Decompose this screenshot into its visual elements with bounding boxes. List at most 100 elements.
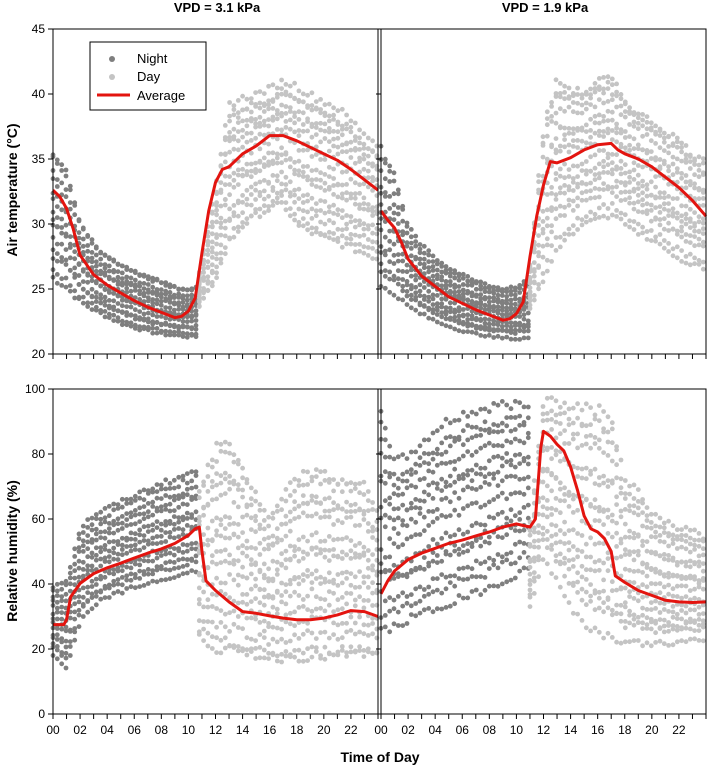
rh-left-night-point [85, 554, 91, 560]
temp-right-day-point [562, 144, 567, 150]
rh-right-night-point [387, 629, 393, 635]
rh-right-night-point [387, 471, 393, 476]
temp-left-day-point [318, 120, 323, 126]
temp-right-day-point [622, 135, 628, 140]
temp-left-day-point [352, 134, 358, 140]
rh-right-night-point [382, 469, 388, 475]
rh-right-day-point [631, 503, 637, 509]
rh-left-day-point [322, 576, 328, 582]
rh-right-day-point [627, 528, 632, 534]
rh-right-day-point [661, 617, 667, 623]
rh-left-day-point [248, 636, 254, 642]
temp-right-day-point [544, 122, 550, 128]
rh-right-night-point [478, 445, 484, 451]
rh-right-day-point [570, 510, 576, 515]
rh-right-night-point [517, 510, 523, 516]
rh-left-night-point [106, 530, 112, 536]
temp-left-night-point [124, 310, 130, 315]
temp-right-day-point [531, 260, 537, 265]
temp-right-day-point [687, 206, 693, 212]
rh-left-day-point [248, 515, 254, 521]
temp-left-day-point [257, 100, 263, 106]
rh-right-day-point [627, 483, 632, 489]
temp-left-day-point [331, 105, 336, 111]
rh-right-day-point [566, 600, 572, 605]
temp-right-night-point [469, 322, 475, 327]
temp-right-night-point [447, 282, 453, 288]
rh-right-night-point [426, 560, 432, 566]
temp-right-day-point [679, 171, 684, 176]
temp-left-night-point [72, 256, 78, 262]
temp-left-day-point [352, 120, 358, 126]
temp-left-day-point [296, 133, 302, 139]
temp-left-day-point [240, 199, 246, 205]
rh-right-night-point [443, 461, 449, 466]
rh-left-day-point [352, 620, 358, 626]
rh-left-day-point [305, 593, 310, 599]
rh-right-day-point [540, 557, 546, 562]
rh-right-day-point [631, 549, 637, 555]
temp-left-day-point [214, 189, 220, 195]
rh-right-night-point [473, 520, 479, 526]
temp-right-day-point [614, 139, 619, 145]
rh-left-day-point [222, 635, 228, 641]
temp-left-day-point [240, 93, 246, 99]
temp-left-day-point [305, 174, 310, 180]
temp-left-day-point [313, 132, 319, 138]
rh-left-day-point [257, 620, 263, 625]
rh-right-day-point [700, 618, 706, 624]
temp-left-day-point [257, 214, 263, 220]
rh-right-night-point [439, 536, 445, 541]
rh-left-day-point [227, 480, 233, 485]
rh-left-day-point [361, 479, 367, 485]
rh-left-night-point [128, 530, 134, 536]
temp-left-day-point [365, 245, 371, 250]
rh-right-night-point [434, 462, 440, 468]
rh-left-night-point [119, 582, 125, 588]
rh-right-day-point [648, 600, 654, 605]
rh-right-night-point [486, 566, 492, 571]
rh-right-day-point [614, 447, 619, 453]
rh-right-day-point [640, 538, 645, 544]
rh-right-day-point [553, 553, 559, 559]
temp-right-day-point [640, 133, 645, 139]
temp-right-day-point [596, 84, 602, 90]
rh-left-night-point [72, 616, 78, 622]
legend-day-marker [109, 74, 115, 80]
temp-left-night-point [102, 265, 108, 271]
temp-left-night-point [158, 291, 164, 297]
temp-right-day-point [687, 251, 693, 257]
rh-left-day-point [348, 591, 354, 596]
temp-left-day-point [209, 219, 215, 225]
temp-left-night-point [176, 324, 182, 329]
rh-left-day-point [309, 608, 315, 614]
temp-left-night-point [180, 334, 186, 339]
temp-right-night-point [460, 307, 466, 312]
temp-left-day-point [222, 123, 228, 128]
rh-left-day-point [235, 504, 241, 510]
rh-left-night-point [124, 564, 130, 570]
temp-left-night-point [59, 283, 65, 288]
rh-left-night-point [176, 534, 182, 539]
temp-left-night-point [98, 249, 104, 255]
temp-left-day-point [331, 128, 336, 134]
temp-right-day-point [640, 164, 645, 170]
rh-right-night-point [387, 568, 393, 573]
rh-right-day-point [570, 557, 576, 562]
rh-right-day-point [661, 623, 667, 629]
rh-left-day-point [374, 569, 380, 575]
rh-right-night-point [439, 497, 445, 502]
rh-left-night-point [137, 511, 143, 517]
rh-left-night-point [171, 566, 177, 571]
temp-right-day-point [566, 167, 572, 173]
temp-right-day-point [601, 187, 606, 193]
rh-left-night-point [132, 537, 138, 542]
temp-left-night-point [158, 321, 164, 327]
temp-right-day-point [627, 109, 632, 114]
temp-left-night-point [76, 235, 82, 241]
rh-left-night-point [59, 650, 65, 655]
temp-left-day-point [365, 153, 371, 159]
rh-left-night-point [98, 516, 104, 522]
rh-right-day-point [605, 453, 611, 458]
rh-right-day-point [566, 547, 572, 553]
